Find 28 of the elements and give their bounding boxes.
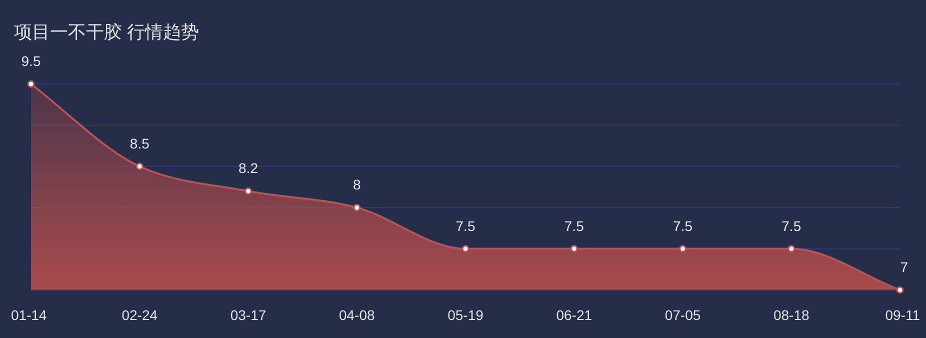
x-tick-label: 05-19 <box>448 307 484 323</box>
data-label: 8.2 <box>238 160 258 176</box>
chart-title: 项目一不干胶 行情趋势 <box>14 22 200 42</box>
point <box>353 204 361 212</box>
data-label: 7.5 <box>456 218 476 234</box>
point <box>788 245 796 253</box>
point <box>679 245 686 253</box>
x-tick-label: 07-05 <box>664 307 701 323</box>
data-label: 7.5 <box>564 218 584 234</box>
x-tick-label: 09-11 <box>885 307 920 323</box>
x-tick-label: 06-21 <box>556 307 592 323</box>
data-label: 7 <box>900 259 908 275</box>
point <box>136 162 144 170</box>
point <box>27 80 35 88</box>
data-label: 8.5 <box>130 135 150 152</box>
x-tick-label: 04-08 <box>338 307 375 323</box>
x-tick-label: 02-24 <box>122 307 158 323</box>
data-label: 7.5 <box>673 218 693 234</box>
point <box>896 286 904 294</box>
data-label: 9.5 <box>21 53 41 69</box>
point <box>462 245 470 253</box>
point <box>244 187 252 195</box>
x-tick-label: 08-18 <box>773 307 810 323</box>
data-label: 7.5 <box>782 218 802 234</box>
x-tick-label: 01-14 <box>11 307 48 323</box>
point <box>570 245 578 253</box>
x-tick-label: 03-17 <box>230 307 266 323</box>
data-label: 8 <box>352 176 361 193</box>
